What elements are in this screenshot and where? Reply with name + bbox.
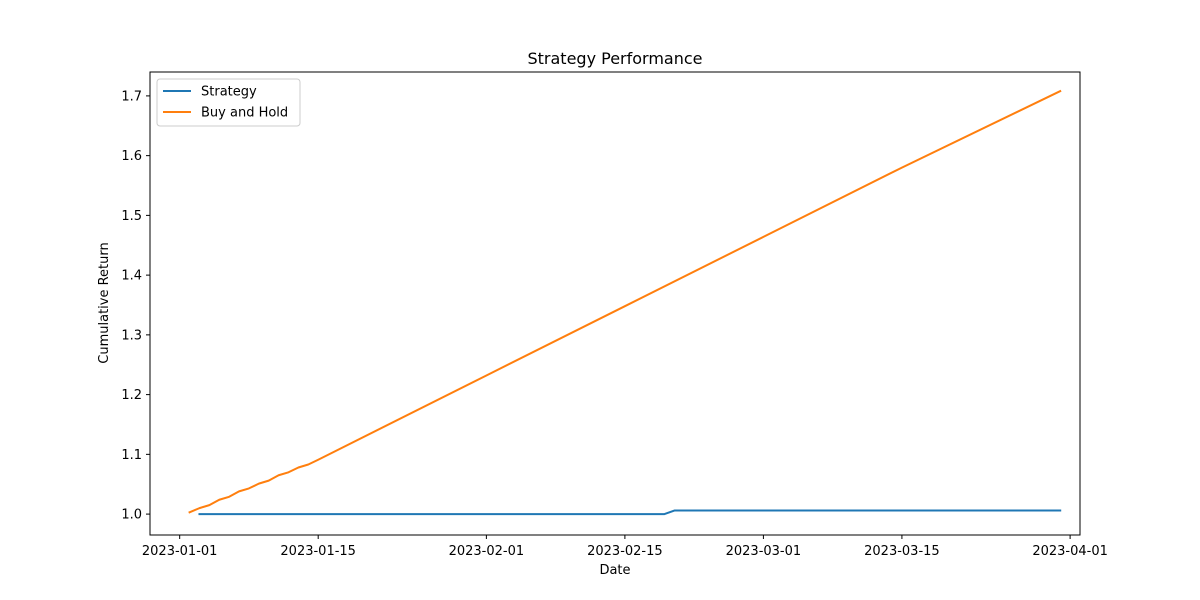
y-tick-label: 1.5	[121, 209, 142, 224]
legend-label-0: Strategy	[201, 85, 257, 100]
x-tick-label: 2023-02-15	[587, 544, 663, 559]
plot-area	[188, 89, 1062, 516]
plot-frame	[149, 71, 1081, 536]
y-tick-label: 1.7	[121, 89, 142, 104]
legend-box	[156, 78, 301, 127]
x-tick-label: 2023-03-01	[726, 544, 802, 559]
y-axis: 1.0 1.1 1.2 1.3 1.4 1.5 1.6 1.7	[121, 89, 150, 523]
x-axis: 2023-01-01 2023-01-15 2023-02-01 2023-02-15…	[142, 535, 1108, 559]
x-tick-label: 2023-02-01	[449, 544, 525, 559]
x-axis-title: Date	[599, 563, 630, 578]
series-line-0	[198, 509, 1062, 516]
y-tick-label: 1.1	[121, 448, 142, 463]
y-tick-label: 1.0	[121, 508, 142, 523]
legend: Strategy Buy and Hold	[156, 78, 301, 127]
series-line-1	[188, 89, 1062, 514]
y-tick-label: 1.3	[121, 328, 142, 343]
chart-title: Strategy Performance	[527, 49, 702, 68]
x-tick-label: 2023-01-15	[280, 544, 356, 559]
x-tick-label: 2023-04-01	[1032, 544, 1108, 559]
y-tick-label: 1.6	[121, 149, 142, 164]
y-axis-title: Cumulative Return	[97, 242, 112, 363]
x-tick-label: 2023-01-01	[142, 544, 218, 559]
legend-label-1: Buy and Hold	[201, 106, 288, 121]
y-tick-label: 1.4	[121, 269, 142, 284]
x-tick-label: 2023-03-15	[864, 544, 940, 559]
y-tick-label: 1.2	[121, 388, 142, 403]
